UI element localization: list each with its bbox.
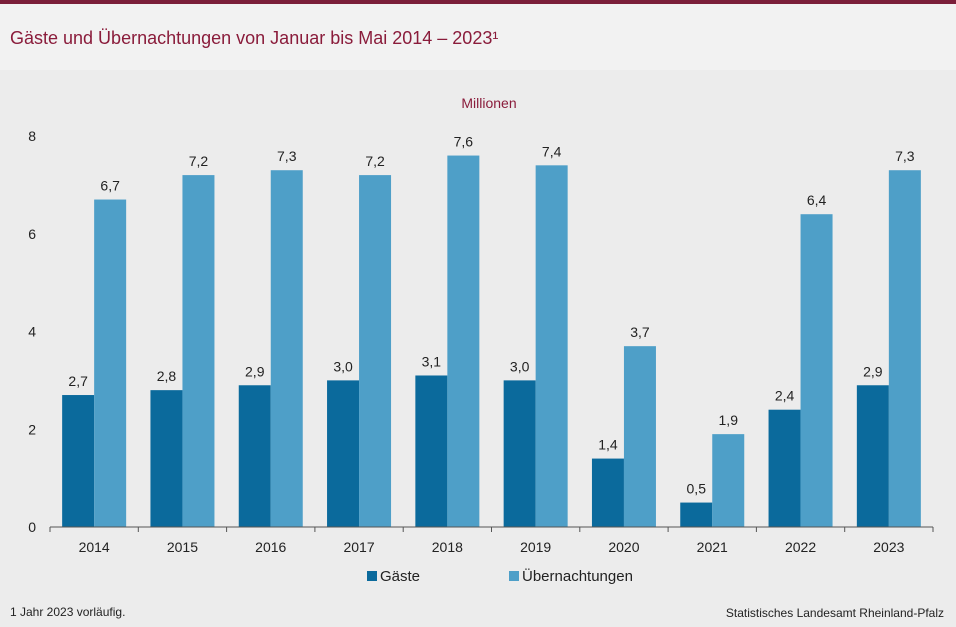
bar-value-label: 0,5 (687, 481, 707, 497)
bar-value-label: 3,1 (422, 353, 442, 369)
x-tick-label: 2022 (785, 539, 816, 555)
y-tick-label: 4 (28, 324, 36, 340)
bar-gaeste (591, 458, 624, 527)
bar-value-label: 7,6 (454, 134, 474, 150)
bar-uebernachtungen (888, 170, 921, 527)
x-tick-label: 2015 (167, 539, 198, 555)
x-tick-label: 2016 (255, 539, 286, 555)
legend-label-gaeste: Gäste (380, 568, 420, 585)
bar-uebernachtungen (623, 346, 656, 527)
bar-value-label: 3,7 (630, 324, 650, 340)
x-tick-label: 2018 (432, 539, 463, 555)
y-tick-label: 8 (28, 128, 36, 144)
bar-value-label: 2,8 (157, 368, 177, 384)
legend-label-uebernachtungen: Übernachtungen (522, 567, 633, 585)
bar-value-label: 7,2 (365, 153, 385, 169)
bar-uebernachtungen (800, 214, 833, 527)
bar-uebernachtungen (712, 434, 745, 527)
bar-value-label: 3,0 (333, 358, 353, 374)
bar-chart: Millionen 0 2 4 6 8 2,7 6,7 2014 2,8 7,2 2015 2,9 7,3… (28, 95, 934, 585)
bar-uebernachtungen (270, 170, 303, 527)
bar-gaeste (856, 385, 889, 527)
bar-value-label: 7,3 (277, 148, 297, 164)
y-tick-label: 2 (28, 421, 36, 437)
y-tick-label: 6 (28, 226, 36, 242)
bar-gaeste (62, 395, 95, 527)
bar-value-label: 7,4 (542, 143, 562, 159)
bar-uebernachtungen (182, 175, 215, 527)
bar-gaeste (150, 390, 183, 527)
x-tick-label: 2017 (343, 539, 374, 555)
y-tick-label: 0 (28, 519, 36, 535)
bar-gaeste (238, 385, 271, 527)
bar-value-label: 6,4 (807, 192, 827, 208)
bar-uebernachtungen (447, 155, 480, 528)
bar-uebernachtungen (359, 175, 392, 527)
top-accent-bar (0, 0, 956, 4)
bar-value-label: 2,4 (775, 388, 795, 404)
bar-value-label: 1,4 (598, 437, 618, 453)
bar-value-label: 2,7 (68, 373, 88, 389)
x-tick-label: 2023 (873, 539, 904, 555)
bar-gaeste (327, 380, 360, 527)
bar-value-label: 3,0 (510, 358, 530, 374)
title-band: Gäste und Übernachtungen von Januar bis … (0, 4, 956, 70)
footnote: 1 Jahr 2023 vorläufig. (10, 605, 126, 619)
bar-value-label: 2,9 (245, 363, 265, 379)
x-tick-label: 2014 (79, 539, 110, 555)
bar-gaeste (415, 375, 448, 527)
legend-swatch-uebernachtungen (509, 571, 519, 581)
bar-gaeste (680, 502, 713, 527)
bar-gaeste (768, 409, 801, 527)
bar-value-label: 7,2 (189, 153, 209, 169)
bar-value-label: 2,9 (863, 363, 883, 379)
bar-value-label: 6,7 (100, 178, 120, 194)
bar-gaeste (503, 380, 536, 527)
x-tick-label: 2021 (697, 539, 728, 555)
x-tick-label: 2020 (608, 539, 639, 555)
bar-value-label: 1,9 (719, 412, 739, 428)
x-tick-label: 2019 (520, 539, 551, 555)
legend-swatch-gaeste (367, 571, 377, 581)
chart-title: Gäste und Übernachtungen von Januar bis … (10, 28, 499, 48)
bar-uebernachtungen (94, 199, 127, 527)
bar-uebernachtungen (535, 165, 568, 527)
chart-area: Millionen 0 2 4 6 8 2,7 6,7 2014 2,8 7,2 2015 2,9 7,3… (0, 70, 956, 627)
bar-value-label: 7,3 (895, 148, 915, 164)
y-axis-label: Millionen (461, 95, 516, 111)
source-note: Statistisches Landesamt Rheinland-Pfalz (725, 606, 944, 620)
